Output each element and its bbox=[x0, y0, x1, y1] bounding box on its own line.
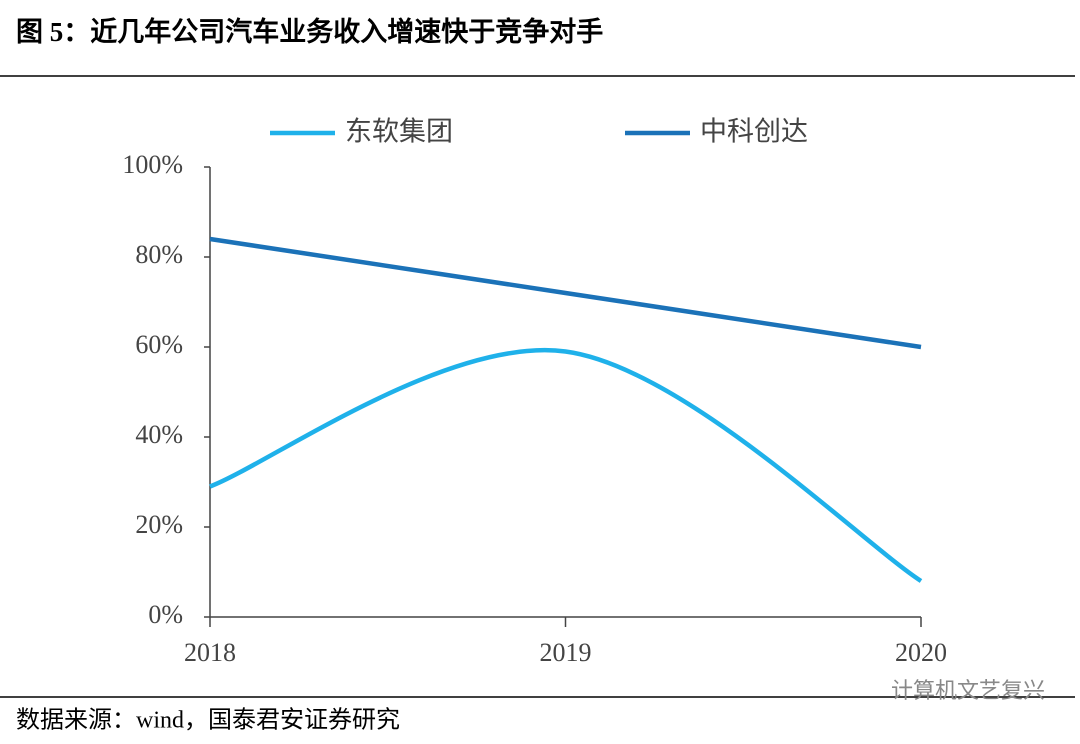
x-tick-label: 2020 bbox=[895, 638, 947, 667]
y-tick-label: 0% bbox=[148, 600, 183, 629]
legend-label: 中科创达 bbox=[700, 117, 808, 148]
line-series bbox=[209, 347, 923, 583]
source-note: 数据来源：wind，国泰君安证券研究 bbox=[16, 707, 400, 734]
x-tick-label: 2019 bbox=[540, 638, 592, 667]
legend-label: 东软集团 bbox=[345, 117, 453, 148]
x-tick-label: 2018 bbox=[184, 638, 236, 667]
y-tick-label: 20% bbox=[135, 510, 183, 539]
y-tick-label: 40% bbox=[135, 420, 183, 449]
y-tick-label: 60% bbox=[135, 330, 183, 359]
line-series bbox=[209, 236, 922, 350]
watermark: 计算机文艺复兴 bbox=[891, 678, 1045, 703]
y-tick-label: 100% bbox=[122, 150, 183, 179]
chart-title: 图 5：近几年公司汽车业务收入增速快于竞争对手 bbox=[16, 16, 603, 47]
y-tick-label: 80% bbox=[135, 240, 183, 269]
